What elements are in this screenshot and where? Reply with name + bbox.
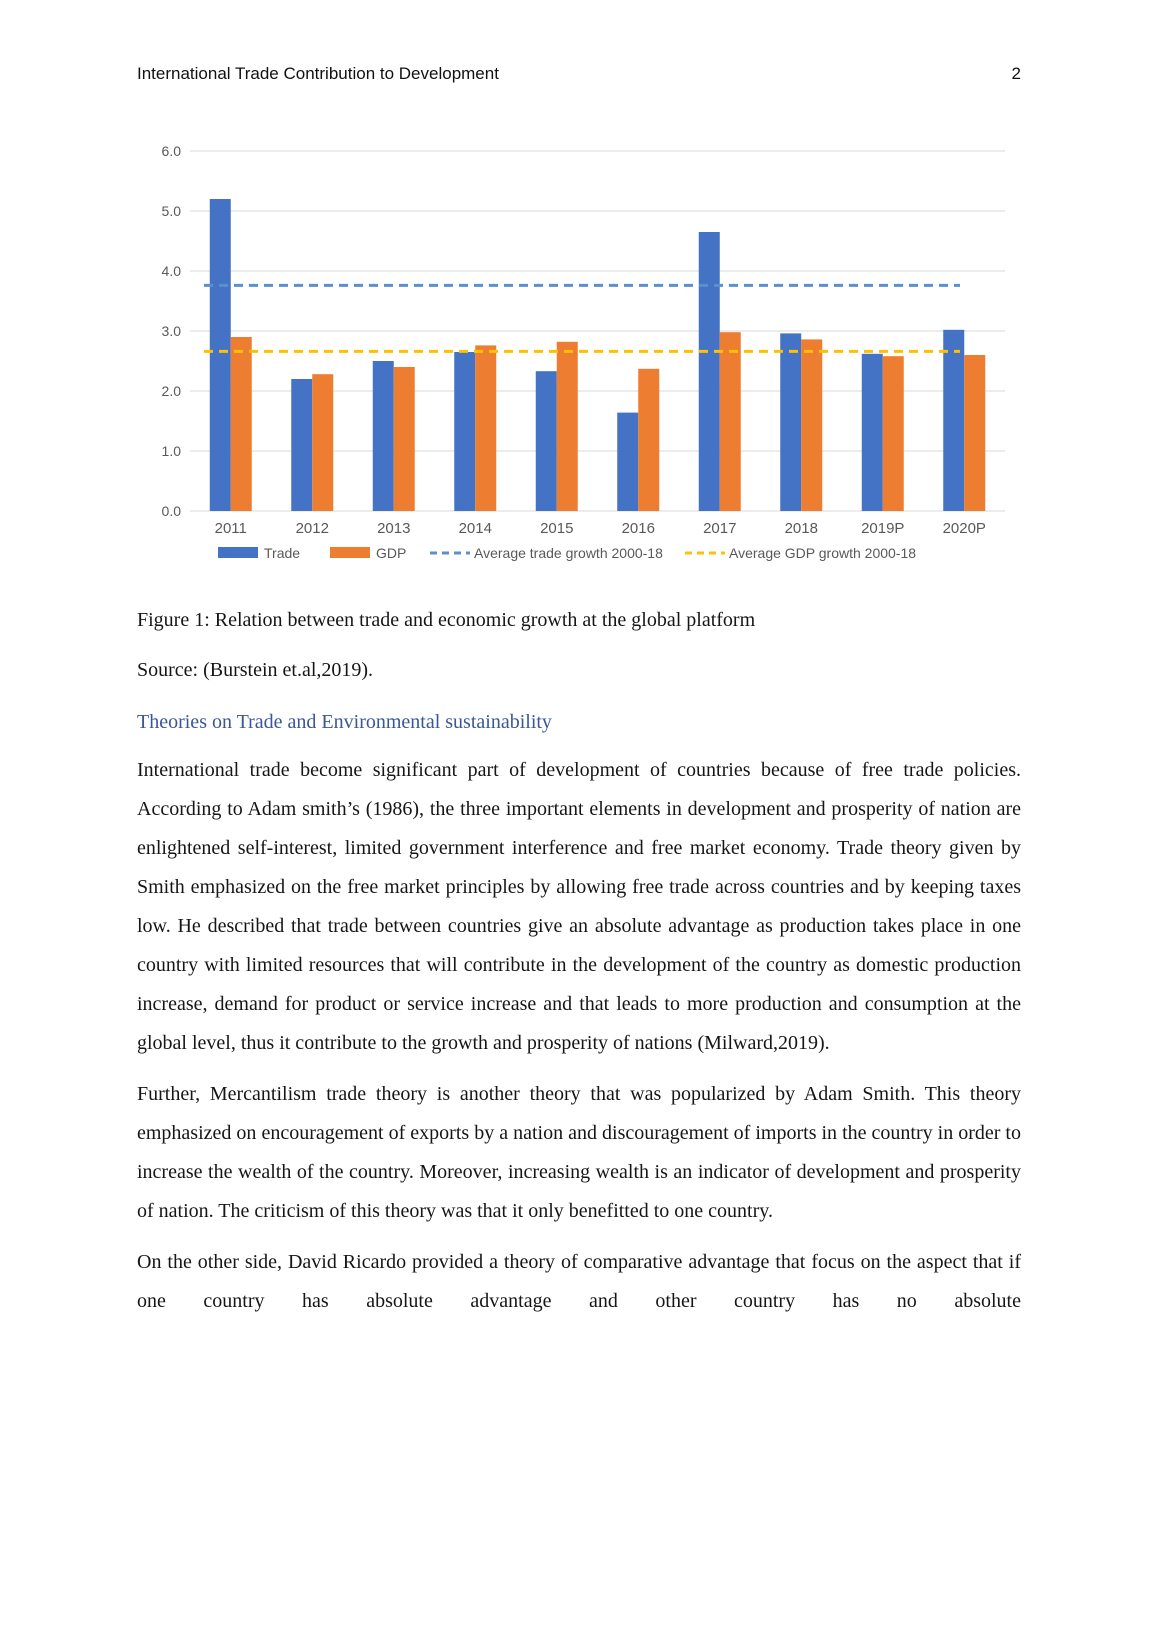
running-head-title: International Trade Contribution to Deve… (137, 64, 499, 83)
bar-gdp-2013 (393, 367, 415, 511)
bar-gdp-2016 (638, 368, 660, 511)
bar-trade-2011 (209, 199, 231, 511)
y-tick-label: 3.0 (162, 323, 182, 339)
x-tick-label: 2013 (377, 520, 410, 537)
bar-chart-canvas: 0.0 1.0 2.0 3.0 4.0 5.0 6.0 2011 2012 2013 2014 201… (162, 143, 1005, 561)
x-tick-label: 2016 (622, 520, 655, 537)
x-tick-label: 2012 (296, 520, 329, 537)
bar-trade-2020P (943, 329, 965, 511)
legend-label: GDP (376, 545, 406, 561)
legend-label: Average GDP growth 2000-18 (729, 545, 916, 561)
bar-gdp-2014 (475, 345, 497, 511)
y-tick-label: 2.0 (162, 383, 182, 399)
bar-gdp-2015 (556, 341, 578, 511)
body-paragraph-1: International trade become significant p… (137, 759, 1021, 1054)
bar-gdp-2012 (312, 374, 334, 511)
bar-trade-2017 (698, 232, 720, 511)
y-tick-label: 4.0 (162, 263, 182, 279)
body-paragraph-2: Further, Mercantilism trade theory is an… (137, 1083, 1021, 1222)
y-tick-label: 5.0 (162, 203, 182, 219)
legend-label: Average trade growth 2000-18 (474, 545, 663, 561)
figure-source: Source: (Burstein et.al,2019). (137, 659, 374, 681)
bar-trade-2016 (617, 412, 639, 511)
y-tick-label: 0.0 (162, 503, 182, 519)
bar-trade-2018 (780, 333, 802, 511)
y-tick-label: 1.0 (162, 443, 182, 459)
bar-trade-2013 (372, 361, 394, 511)
body-paragraph-3: On the other side, David Ricardo provide… (137, 1251, 1021, 1312)
x-tick-label: 2019P (861, 520, 904, 537)
x-tick-label: 2017 (703, 520, 736, 537)
page-number: 2 (1011, 64, 1021, 83)
figure-1-chart: 0.0 1.0 2.0 3.0 4.0 5.0 6.0 2011 2012 2013 2014 201… (137, 132, 1017, 575)
bar-gdp-2020P (964, 355, 986, 511)
legend-swatch-trade (218, 547, 258, 558)
y-tick-label: 6.0 (162, 143, 182, 159)
x-tick-label: 2011 (215, 520, 247, 537)
section-heading: Theories on Trade and Environmental sust… (137, 711, 552, 733)
legend-label: Trade (264, 545, 300, 561)
bar-trade-2012 (291, 379, 313, 511)
x-tick-label: 2018 (785, 520, 818, 537)
bar-gdp-2011 (230, 337, 252, 511)
x-tick-label: 2015 (540, 520, 573, 537)
bar-gdp-2019P (882, 356, 904, 511)
bar-trade-2015 (535, 371, 557, 511)
x-tick-label: 2020P (943, 520, 986, 537)
x-tick-label: 2014 (459, 520, 492, 537)
bar-gdp-2018 (801, 339, 823, 511)
bar-trade-2014 (454, 352, 476, 511)
figure-caption: Figure 1: Relation between trade and eco… (137, 609, 756, 631)
bar-gdp-2017 (719, 332, 741, 511)
legend-swatch-gdp (330, 547, 370, 558)
page-header: International Trade Contribution to Deve… (137, 64, 1021, 84)
bar-trade-2019P (861, 353, 883, 511)
